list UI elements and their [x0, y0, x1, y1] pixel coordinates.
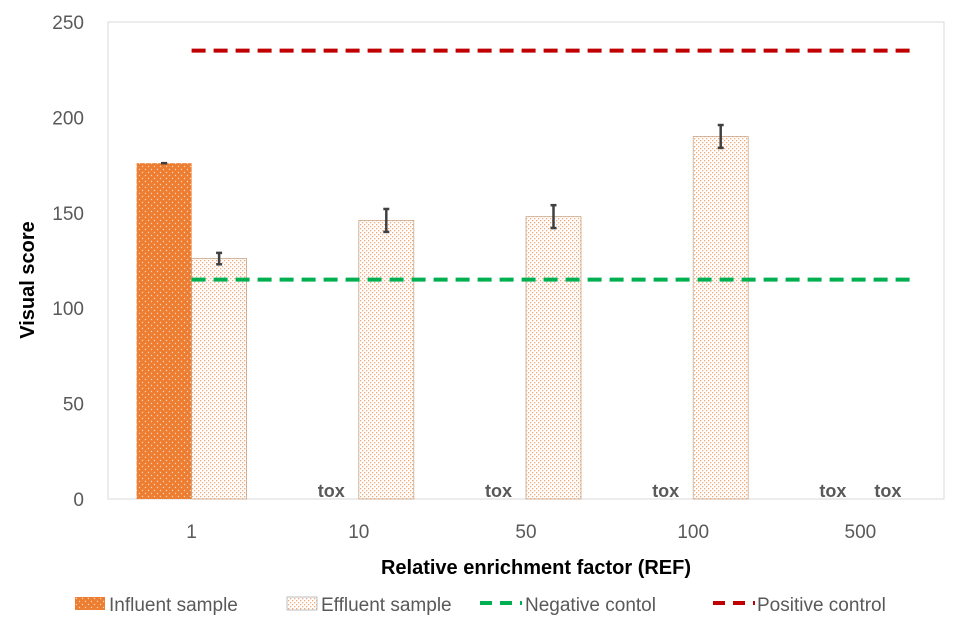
x-tick-label: 50 [515, 522, 536, 543]
y-tick-label: 50 [63, 395, 84, 416]
bar-effluent [191, 258, 248, 500]
y-axis-ticks: 0 50 100 150 200 250 [52, 13, 84, 511]
y-tick-label: 250 [52, 13, 84, 34]
legend-item-positive-control: Positive control [713, 595, 886, 616]
legend-label-influent: Influent sample [109, 595, 238, 616]
y-tick-label: 0 [73, 490, 84, 511]
error-bar [550, 203, 557, 230]
bar-influent [136, 163, 192, 499]
y-axis-title: Visual score [17, 221, 39, 338]
legend-item-effluent: Effluent sample [286, 595, 452, 616]
bar-effluent [525, 216, 582, 500]
x-tick-label: 500 [845, 522, 877, 543]
error-bar [383, 207, 390, 234]
legend-swatch-effluent [286, 596, 318, 611]
x-tick-label: 10 [348, 522, 369, 543]
legend-item-influent: Influent sample [75, 595, 238, 616]
tox-label: tox [485, 481, 512, 501]
error-bars [161, 123, 724, 266]
tox-label: tox [819, 481, 846, 501]
legend-label-effluent: Effluent sample [321, 595, 452, 616]
error-bar [216, 251, 223, 266]
tox-label: tox [874, 481, 901, 501]
bar-effluent [358, 220, 415, 500]
legend-swatch-influent [75, 597, 105, 610]
tox-label: tox [318, 481, 345, 501]
bars [136, 136, 749, 500]
legend-item-negative-control: Negative contol [480, 595, 656, 616]
y-tick-label: 150 [52, 204, 84, 225]
tox-label: tox [652, 481, 679, 501]
x-tick-label: 1 [186, 522, 197, 543]
error-bar [717, 123, 724, 150]
legend: Influent sample Effluent sample Negative… [75, 595, 886, 616]
y-tick-label: 100 [52, 299, 84, 320]
x-axis-ticks: 1 10 50 100 500 [186, 522, 876, 543]
x-axis-title: Relative enrichment factor (REF) [381, 557, 691, 579]
y-tick-label: 200 [52, 108, 84, 129]
bar-effluent [692, 136, 749, 500]
bar-labels: tox tox tox tox tox [318, 481, 902, 501]
x-tick-label: 100 [677, 522, 709, 543]
legend-label-positive-control: Positive control [757, 595, 886, 616]
reference-lines [191, 48, 916, 282]
legend-label-negative-control: Negative contol [525, 595, 656, 616]
